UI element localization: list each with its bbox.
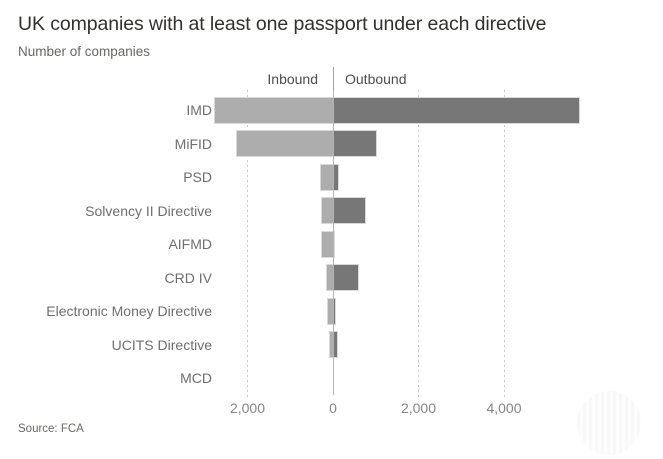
bar-segment-outbound-solvency-ii-directive [333,198,365,223]
bar-segment-outbound-mifid [333,131,376,156]
bar-segment-outbound-psd [332,164,338,190]
category-label-electronic-money-directive: Electronic Money Directive [46,303,212,319]
bar-segment-inbound-ucits-directive [329,332,333,357]
bar-psd [320,163,339,191]
gridline-4000 [503,90,505,397]
bar-imd [214,96,580,124]
category-label-aifmd: AIFMD [168,236,212,252]
category-label-mifid: MiFID [174,135,212,152]
chart-subtitle: Number of companies [18,44,151,59]
bar-solvency-ii-directive [321,197,366,224]
x-tick-label: 2,000 [400,400,437,416]
bar-crd-iv [325,264,360,291]
zero-axis-line [333,90,334,395]
gridline-2000 [418,90,419,397]
bar-electronic-money-directive [326,297,337,325]
bar-segment-inbound-solvency-ii-directive [322,198,333,223]
legend-label-inbound: Inbound [267,71,318,87]
bar-segment-outbound-electronic-money-directive [332,298,336,324]
legend-label-outbound: Outbound [345,71,407,87]
x-tick-label: 2,000 [229,400,266,416]
bar-segment-outbound-imd [332,97,579,123]
bar-segment-outbound-crd-iv [332,265,359,290]
bar-segment-inbound-psd [321,164,333,190]
bar-mifid [235,130,377,157]
gridline-2000 [247,90,248,397]
chart-title: UK companies with at least one passport … [18,13,547,35]
category-label-imd: IMD [186,102,212,118]
bar-segment-inbound-imd [215,97,333,123]
source-note: Source: FCA [18,423,84,435]
x-tick-label: 0 [329,400,337,416]
legend-divider-line [333,67,334,91]
category-label-psd: PSD [183,169,212,185]
bar-segment-inbound-crd-iv [327,265,333,290]
bar-segment-inbound-mifid [236,131,333,156]
x-tick-label: 4,000 [486,400,522,416]
category-label-crd-iv: CRD IV [164,269,212,286]
bar-segment-inbound-electronic-money-directive [327,298,333,324]
category-label-solvency-ii-directive: Solvency II Directive [85,202,212,219]
category-label-ucits-directive: UCITS Directive [111,336,212,353]
bar-segment-inbound-aifmd [322,231,333,257]
bar-segment-outbound-ucits-directive [332,332,337,357]
category-label-mcd: MCD [180,370,212,386]
bar-ucits-directive [328,331,338,358]
watermark-logo [577,391,641,455]
